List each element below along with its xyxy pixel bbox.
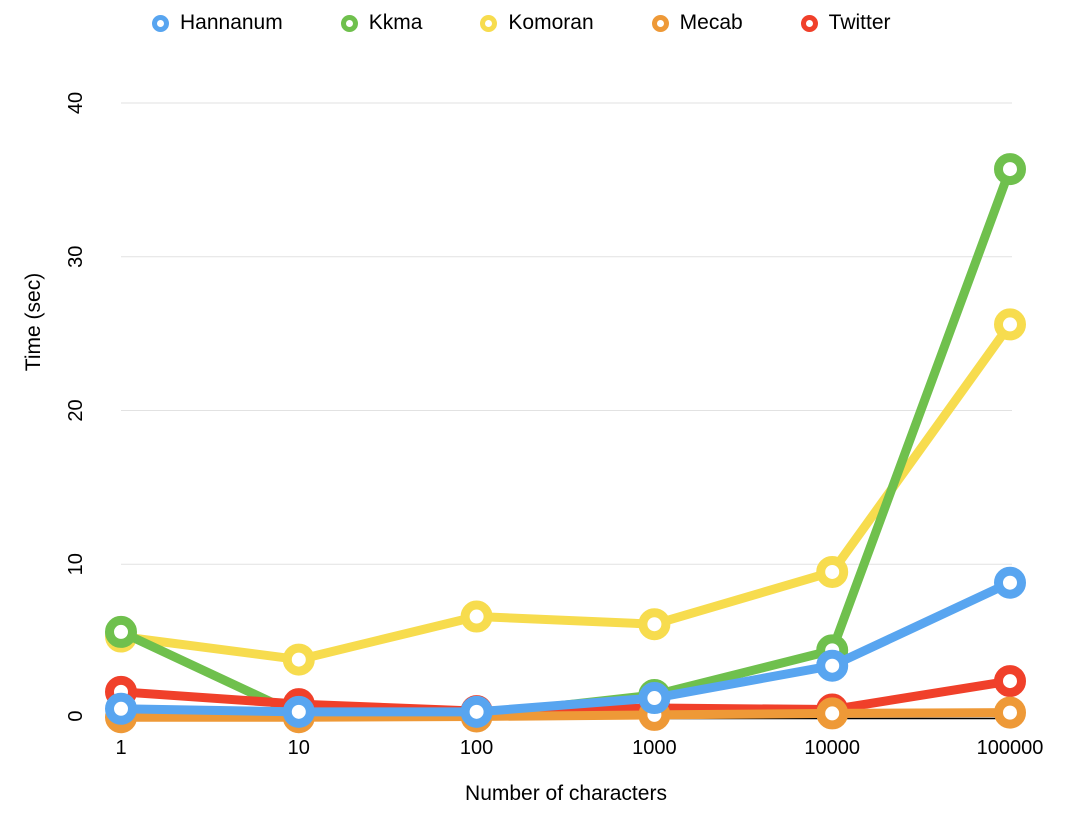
legend-item-hannanum[interactable]: Hannanum xyxy=(152,11,283,35)
data-point-mecab-10000[interactable] xyxy=(816,697,849,730)
legend-series-ring-icon xyxy=(651,14,669,32)
series-line-kkma xyxy=(119,167,1015,720)
data-point-hannanum-1000[interactable] xyxy=(638,682,671,715)
data-point-mecab-100000[interactable] xyxy=(994,696,1026,729)
data-point-hannanum-100[interactable] xyxy=(460,695,493,728)
y-tick-label-0: 0 xyxy=(65,710,87,721)
x-tick-label-10000: 10000 xyxy=(804,737,860,759)
y-tick-label-10: 10 xyxy=(65,553,87,575)
data-point-komoran-10000[interactable] xyxy=(816,555,849,588)
series-line-mecab xyxy=(121,708,1011,722)
x-tick-label-100: 100 xyxy=(460,737,493,759)
legend-item-komoran[interactable]: Komoran xyxy=(480,11,594,35)
legend-series-ring-icon xyxy=(480,14,498,32)
data-point-komoran-100[interactable] xyxy=(460,600,493,633)
x-axis-tick-labels: 1 10 100 1000 10000 100000 xyxy=(115,737,1043,759)
data-point-komoran-1000[interactable] xyxy=(638,608,671,641)
legend-item-mecab[interactable]: Mecab xyxy=(651,11,743,35)
data-point-komoran-10[interactable] xyxy=(282,643,315,676)
x-tick-label-10: 10 xyxy=(288,737,310,759)
series-komoran xyxy=(105,308,1026,676)
y-tick-label-40: 40 xyxy=(65,92,87,114)
x-tick-label-1: 1 xyxy=(115,737,126,759)
y-tick-label-20: 20 xyxy=(65,399,87,421)
data-point-kkma-100000[interactable] xyxy=(994,153,1026,186)
data-point-komoran-100000[interactable] xyxy=(994,308,1026,341)
gridlines xyxy=(121,102,1012,565)
x-tick-label-100000: 100000 xyxy=(977,737,1044,759)
series-lines xyxy=(105,153,1026,734)
x-tick-label-1000: 1000 xyxy=(632,737,677,759)
legend-label: Mecab xyxy=(679,11,743,34)
series-line-twitter xyxy=(120,676,1011,716)
data-point-hannanum-100000[interactable] xyxy=(994,566,1026,599)
legend-label: Komoran xyxy=(508,11,594,34)
legend-label: Twitter xyxy=(828,11,891,34)
legend-item-kkma[interactable]: Kkma xyxy=(340,11,423,35)
legend-item-twitter[interactable]: Twitter xyxy=(800,11,891,35)
data-point-kkma-1[interactable] xyxy=(105,615,137,648)
data-point-hannanum-10000[interactable] xyxy=(816,649,849,682)
series-line-komoran xyxy=(120,321,1014,665)
legend-series-ring-icon xyxy=(152,14,169,32)
data-point-hannanum-1[interactable] xyxy=(105,692,137,725)
y-axis-title: Time (sec) xyxy=(22,273,45,371)
y-axis-tick-labels: 0 10 20 30 40 xyxy=(65,92,87,722)
series-hannanum xyxy=(105,566,1026,728)
x-axis-title: Number of characters xyxy=(465,782,667,805)
legend-series-ring-icon xyxy=(800,14,818,32)
series-line-hannanum xyxy=(120,578,1012,717)
chart-legend: Hannanum Kkma Komoran Mecab Twitter xyxy=(152,8,1072,38)
legend-label: Hannanum xyxy=(180,11,283,34)
y-tick-label-30: 30 xyxy=(65,246,87,268)
legend-series-ring-icon xyxy=(340,14,358,32)
data-point-twitter-100000[interactable] xyxy=(994,665,1026,698)
data-point-hannanum-10[interactable] xyxy=(282,695,315,728)
legend-label: Kkma xyxy=(368,11,423,34)
